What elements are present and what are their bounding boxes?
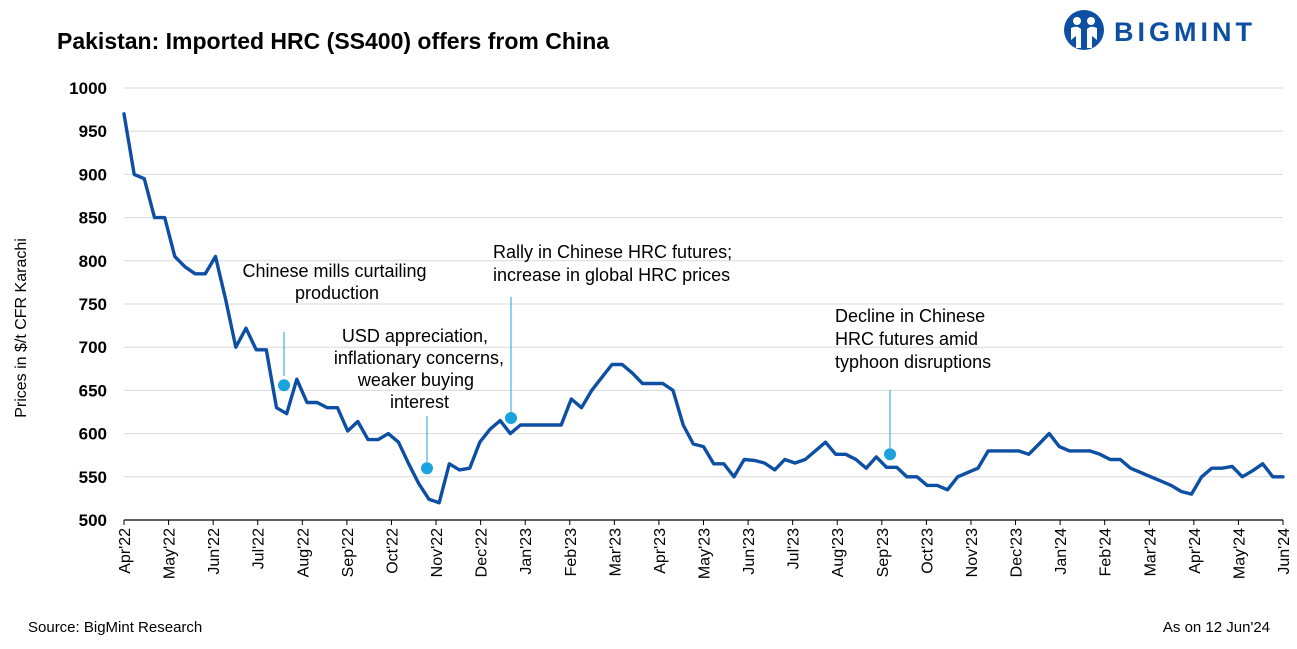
price-series-line [122, 112, 1285, 505]
annotation-text: inflationary concerns, [334, 348, 504, 368]
annotation-text: interest [390, 392, 449, 412]
y-tick-label: 500 [79, 511, 107, 530]
annotation-marker [884, 448, 896, 461]
y-tick-label: 850 [79, 209, 107, 228]
y-tick-label: 1000 [69, 79, 107, 98]
x-tick-label: Dec'23 [1009, 528, 1026, 577]
as-on-date: As on 12 Jun'24 [1162, 619, 1270, 636]
x-tick-label: Apr'23 [652, 528, 669, 574]
annotation-text: Chinese mills curtailing [242, 261, 426, 281]
x-tick-label: Sep'22 [340, 528, 357, 577]
svg-text:USD appreciation, infl: USD appreciation, inflationary concerns,… [334, 326, 509, 412]
annotation-text: HRC futures amid [835, 329, 978, 349]
x-tick-label: Nov'22 [429, 528, 446, 577]
x-tick-label: Jan'24 [1053, 528, 1070, 575]
annotation-typhoon-decline: Decline in Chinese HRC futures amid typh… [835, 306, 991, 461]
x-tick-label: Feb'24 [1098, 528, 1115, 577]
annotation-text: weaker buying [357, 370, 474, 390]
x-tick-label: Jan'23 [518, 528, 535, 575]
annotation-text: increase in global HRC prices [493, 265, 730, 285]
annotations: Chinese mills curtailing production USD … [242, 242, 991, 475]
annotation-text: Rally in Chinese HRC futures; [493, 242, 732, 262]
x-tick-label: Oct'22 [384, 528, 401, 574]
annotation-text: Decline in Chinese [835, 306, 985, 326]
x-tick-label: Apr'24 [1187, 528, 1204, 574]
annotation-mills-curtailing: Chinese mills curtailing production [242, 261, 431, 392]
x-tick-label: Sep'23 [875, 528, 892, 577]
annotation-marker [421, 462, 433, 475]
x-tick-label: Dec'22 [474, 528, 491, 577]
x-tick-label: Mar'24 [1142, 528, 1159, 577]
x-tick-label: Jun'22 [206, 528, 223, 575]
y-tick-label: 550 [79, 468, 107, 487]
y-tick-label: 700 [79, 338, 107, 357]
x-tick-label: May'22 [162, 528, 179, 579]
annotation-text: typhoon disruptions [835, 352, 991, 372]
svg-text:Rally in Chinese HRC futures;: Rally in Chinese HRC futures; increase i… [493, 242, 737, 285]
y-tick-label: 800 [79, 252, 107, 271]
y-tick-label: 750 [79, 295, 107, 314]
x-tick-label: Jun'23 [741, 528, 758, 575]
y-tick-label: 600 [79, 425, 107, 444]
annotation-marker [505, 412, 517, 424]
annotation-text: USD appreciation, [342, 326, 488, 346]
axes: Prices in $/t CFR Karachi 500 550 600 650 70… [13, 79, 1293, 579]
y-tick-label: 900 [79, 165, 107, 184]
x-tick-label: Jun'24 [1276, 528, 1293, 575]
x-tick-label: Jul'22 [251, 528, 268, 569]
annotation-usd-appreciation: USD appreciation, inflationary concerns,… [334, 326, 509, 475]
source-note: Source: BigMint Research [28, 619, 203, 636]
x-tick-label: May'24 [1231, 528, 1248, 579]
x-tick-label: Mar'23 [607, 528, 624, 577]
logo-wordmark: BIGMINT [1114, 17, 1256, 47]
annotation-marker [278, 379, 290, 392]
series-layer [122, 112, 1285, 505]
x-tick-label: Feb'23 [563, 528, 580, 577]
y-axis-label: Prices in $/t CFR Karachi [13, 238, 30, 418]
bigmint-logo: BIGMINT [1062, 8, 1287, 52]
logo-emblem-icon [1064, 10, 1104, 50]
y-tick-label: 650 [79, 381, 107, 400]
annotation-rally-chinese-futures: Rally in Chinese HRC futures; increase i… [493, 242, 737, 424]
x-tick-label: Jul'23 [786, 528, 803, 569]
x-tick-label: Oct'23 [919, 528, 936, 574]
chart-title: Pakistan: Imported HRC (SS400) offers fr… [57, 28, 610, 54]
x-tick-label: Aug'23 [830, 528, 847, 577]
x-tick-label: Nov'23 [964, 528, 981, 577]
x-tick-label: Aug'22 [295, 528, 312, 577]
x-tick-label: Apr'22 [117, 528, 134, 574]
y-tick-label: 950 [79, 122, 107, 141]
x-tick-label: May'23 [697, 528, 714, 579]
svg-text:Decline in Chinese HRC: Decline in Chinese HRC futures amid typh… [835, 306, 991, 372]
svg-text:Chinese mills curtailing: Chinese mills curtailing production [242, 261, 431, 303]
gridlines [124, 87, 1283, 521]
annotation-text: production [295, 283, 379, 303]
